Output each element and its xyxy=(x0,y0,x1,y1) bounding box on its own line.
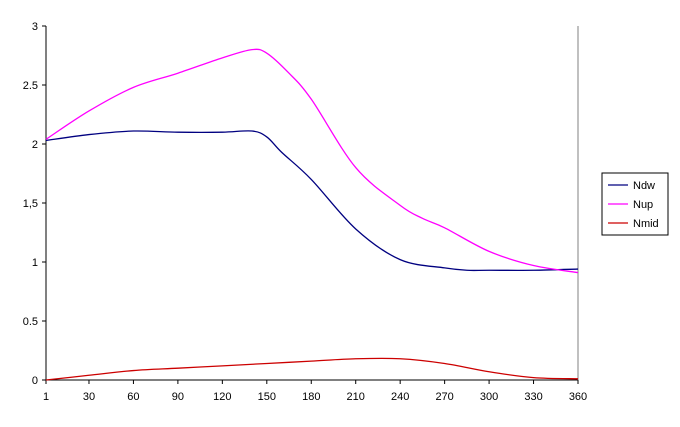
series-line-ndw xyxy=(45,130,579,272)
x-tick-label: 360 xyxy=(569,391,587,403)
legend-label-ndw: Ndw xyxy=(633,180,655,192)
y-axis: 0 0.5 1 1,5 2 2.5 3 xyxy=(23,21,46,387)
x-tick-label: 330 xyxy=(524,391,542,403)
x-axis: 1 30 60 90 120 150 180 210 240 270 300 330 360 xyxy=(43,380,587,403)
y-tick-label: 1,5 xyxy=(23,198,38,210)
series-line-nup xyxy=(45,48,579,274)
legend: Ndw Nup Nmid xyxy=(601,172,669,236)
y-tick-label: 0 xyxy=(32,375,38,387)
x-tick-label: 150 xyxy=(258,391,276,403)
x-tick-label: 300 xyxy=(480,391,498,403)
x-tick-label: 30 xyxy=(83,391,95,403)
y-tick-label: 3 xyxy=(32,21,38,33)
legend-label-nmid: Nmid xyxy=(633,218,659,230)
x-tick-label: 1 xyxy=(43,391,49,403)
series-lines xyxy=(45,48,579,381)
x-tick-label: 180 xyxy=(302,391,320,403)
y-tick-label: 2.5 xyxy=(23,80,38,92)
y-tick-label: 1 xyxy=(32,257,38,269)
legend-label-nup: Nup xyxy=(633,199,653,211)
x-tick-label: 240 xyxy=(391,391,409,403)
y-tick-label: 2 xyxy=(32,139,38,151)
x-tick-label: 210 xyxy=(347,391,365,403)
x-tick-label: 120 xyxy=(213,391,231,403)
x-tick-label: 90 xyxy=(172,391,184,403)
x-tick-label: 60 xyxy=(127,391,139,403)
plot-area xyxy=(45,26,579,381)
y-tick-label: 0.5 xyxy=(23,316,38,328)
series-line-nmid xyxy=(45,357,579,381)
x-tick-label: 270 xyxy=(435,391,453,403)
